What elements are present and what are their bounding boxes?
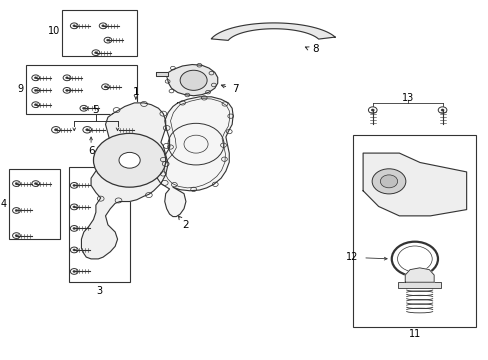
Text: 3: 3 <box>96 286 102 296</box>
Bar <box>397 282 441 288</box>
Circle shape <box>73 25 76 27</box>
Polygon shape <box>211 23 334 40</box>
Circle shape <box>73 206 76 208</box>
Circle shape <box>34 183 37 185</box>
Circle shape <box>85 129 88 131</box>
Circle shape <box>15 235 18 237</box>
Text: 12: 12 <box>345 252 358 262</box>
Circle shape <box>73 184 76 186</box>
Text: 2: 2 <box>182 220 189 230</box>
Text: 10: 10 <box>47 26 60 36</box>
Polygon shape <box>156 72 168 76</box>
Polygon shape <box>363 153 466 216</box>
Polygon shape <box>405 268 433 282</box>
Text: 1: 1 <box>132 87 139 97</box>
Circle shape <box>102 25 104 27</box>
Circle shape <box>119 152 140 168</box>
Circle shape <box>440 109 443 111</box>
Bar <box>9 169 60 239</box>
Circle shape <box>65 77 68 79</box>
Text: 8: 8 <box>312 44 319 54</box>
Circle shape <box>34 104 37 106</box>
Circle shape <box>73 270 76 273</box>
Circle shape <box>180 70 207 90</box>
Text: 13: 13 <box>401 93 413 103</box>
Text: 9: 9 <box>18 85 23 94</box>
Circle shape <box>93 134 165 187</box>
Bar <box>69 167 129 282</box>
Bar <box>26 65 137 114</box>
Text: 4: 4 <box>0 199 7 209</box>
Bar <box>62 10 137 56</box>
Circle shape <box>15 210 18 211</box>
Circle shape <box>82 107 85 109</box>
Polygon shape <box>156 97 233 217</box>
Circle shape <box>104 86 107 88</box>
Text: 6: 6 <box>87 146 94 156</box>
Circle shape <box>371 169 405 194</box>
Circle shape <box>73 228 76 229</box>
Circle shape <box>106 39 109 41</box>
Polygon shape <box>81 103 168 259</box>
Circle shape <box>370 109 373 111</box>
Text: 7: 7 <box>232 84 238 94</box>
Circle shape <box>117 129 120 131</box>
Circle shape <box>34 77 37 79</box>
Circle shape <box>54 129 57 131</box>
Circle shape <box>380 175 397 188</box>
Polygon shape <box>165 64 217 96</box>
Circle shape <box>34 89 37 91</box>
Circle shape <box>15 183 18 185</box>
Text: 5: 5 <box>92 105 99 116</box>
Circle shape <box>73 249 76 251</box>
Text: 11: 11 <box>408 329 420 339</box>
Circle shape <box>94 52 97 54</box>
Circle shape <box>65 89 68 91</box>
Bar <box>353 135 475 327</box>
